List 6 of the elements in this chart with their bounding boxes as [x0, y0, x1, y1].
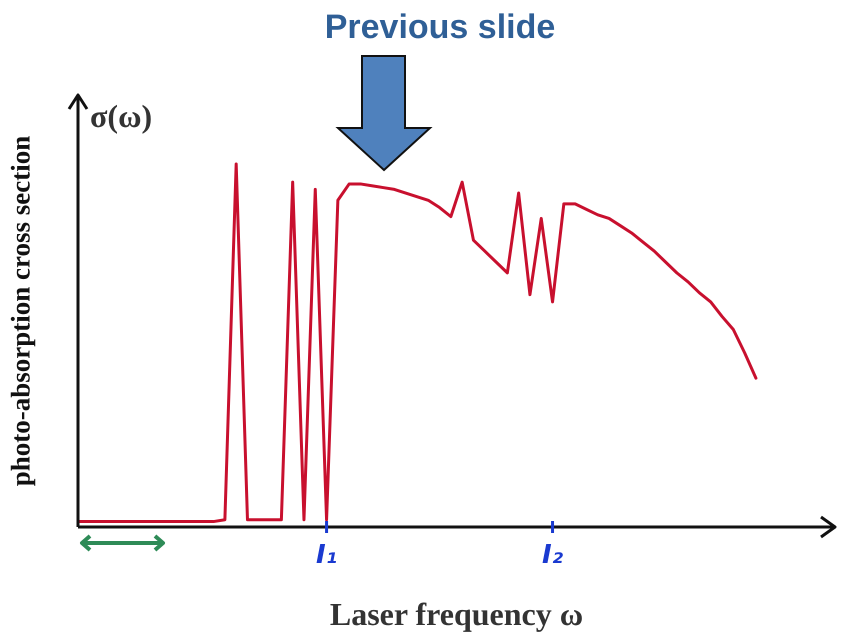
x-axis-title: Laser frequency ω [330, 596, 584, 632]
chart-title: Previous slide [324, 8, 556, 47]
text: σ(ω) [90, 98, 152, 135]
x-tick-label: I₁ [316, 540, 338, 570]
y-axis-title: photo-absorption cross section [6, 136, 36, 486]
x-tick-label: I₂ [542, 540, 564, 570]
